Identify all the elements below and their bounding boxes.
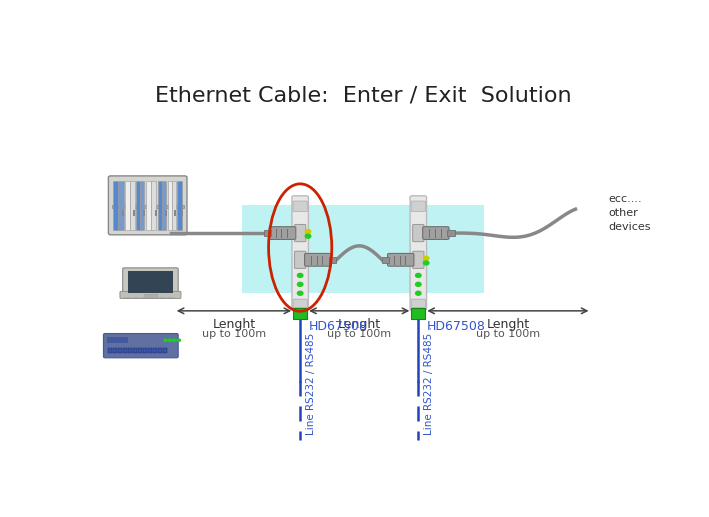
Bar [143,348,147,353]
Bar [165,210,167,217]
Bar [146,180,151,230]
Text: Line RS232 / RS485 .: Line RS232 / RS485 . [306,326,316,435]
Circle shape [298,273,303,278]
Circle shape [177,339,180,341]
FancyBboxPatch shape [329,256,337,263]
Bar [113,348,117,353]
Bar [133,348,137,353]
Circle shape [415,282,421,286]
Circle shape [306,256,311,260]
Bar [411,308,425,319]
Circle shape [298,291,303,295]
FancyBboxPatch shape [447,230,454,236]
FancyBboxPatch shape [411,201,425,211]
FancyBboxPatch shape [264,230,271,236]
FancyBboxPatch shape [382,256,389,263]
Bar [177,180,182,230]
Bar [140,180,145,230]
Bar [118,348,122,353]
Circle shape [168,339,172,341]
Bar [158,348,162,353]
Bar [128,270,173,293]
Bar [158,180,162,230]
Text: Ethernet Cable:  Enter / Exit  Solution: Ethernet Cable: Enter / Exit Solution [155,86,571,106]
Text: up to 100m: up to 100m [202,329,266,339]
Bar [153,348,157,353]
Bar [163,348,167,353]
Bar [136,180,140,230]
FancyBboxPatch shape [293,299,307,308]
FancyBboxPatch shape [294,224,306,241]
FancyBboxPatch shape [108,176,187,235]
Circle shape [415,273,421,278]
Bar [144,294,157,297]
FancyBboxPatch shape [269,226,296,239]
FancyBboxPatch shape [388,253,414,266]
Bar [108,348,112,353]
Circle shape [164,339,167,341]
Bar [174,210,176,217]
Bar [162,180,167,230]
FancyBboxPatch shape [104,333,178,358]
FancyBboxPatch shape [413,224,424,241]
FancyBboxPatch shape [293,201,307,211]
Text: Lenght: Lenght [337,318,381,331]
Bar [143,210,145,217]
Bar [125,180,130,230]
Bar [172,180,176,230]
Circle shape [423,234,429,238]
FancyBboxPatch shape [305,253,331,266]
Bar [155,210,157,217]
Text: HD67508: HD67508 [427,320,486,333]
Text: HD67508: HD67508 [309,320,368,333]
FancyBboxPatch shape [410,196,427,310]
Circle shape [298,282,303,286]
Bar [168,180,172,230]
Circle shape [306,230,311,234]
FancyBboxPatch shape [123,268,178,296]
FancyBboxPatch shape [120,292,181,298]
FancyBboxPatch shape [292,196,308,310]
Circle shape [306,261,311,265]
Bar [138,348,142,353]
Bar [113,180,118,230]
Bar [293,308,307,319]
Bar [148,348,152,353]
Bar [242,205,484,293]
Circle shape [415,291,421,295]
Bar [118,180,123,230]
Bar [130,180,135,230]
Text: Line RS232 / RS485 .: Line RS232 / RS485 . [424,326,434,435]
Bar [128,348,132,353]
Bar [151,180,157,230]
Bar [112,205,184,208]
FancyBboxPatch shape [294,251,306,268]
Text: up to 100m: up to 100m [327,329,391,339]
Text: ecc....
other
devices: ecc.... other devices [608,194,650,232]
Circle shape [306,234,311,238]
Bar [181,210,183,217]
Text: up to 100m: up to 100m [476,329,540,339]
Bar [133,210,135,217]
Circle shape [173,339,176,341]
Text: Lenght: Lenght [213,318,255,331]
FancyBboxPatch shape [423,226,449,239]
Circle shape [423,261,429,265]
Bar [123,348,127,353]
FancyBboxPatch shape [411,299,425,308]
Circle shape [423,256,429,260]
Bar [122,210,124,217]
Circle shape [423,230,429,234]
Bar [107,337,128,343]
FancyBboxPatch shape [413,251,424,268]
Text: Lenght: Lenght [486,318,530,331]
